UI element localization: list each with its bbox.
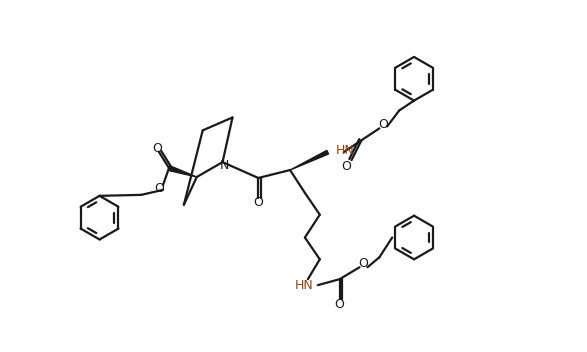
Text: O: O [254, 196, 263, 209]
Polygon shape [290, 150, 329, 170]
Text: O: O [154, 182, 164, 195]
Text: HN: HN [336, 144, 355, 157]
Text: N: N [220, 159, 230, 171]
Polygon shape [168, 166, 197, 177]
Text: O: O [359, 257, 369, 270]
Text: O: O [335, 298, 345, 312]
Text: HN: HN [295, 279, 313, 291]
Text: O: O [342, 159, 352, 172]
Text: O: O [152, 142, 162, 155]
Text: O: O [379, 118, 388, 131]
